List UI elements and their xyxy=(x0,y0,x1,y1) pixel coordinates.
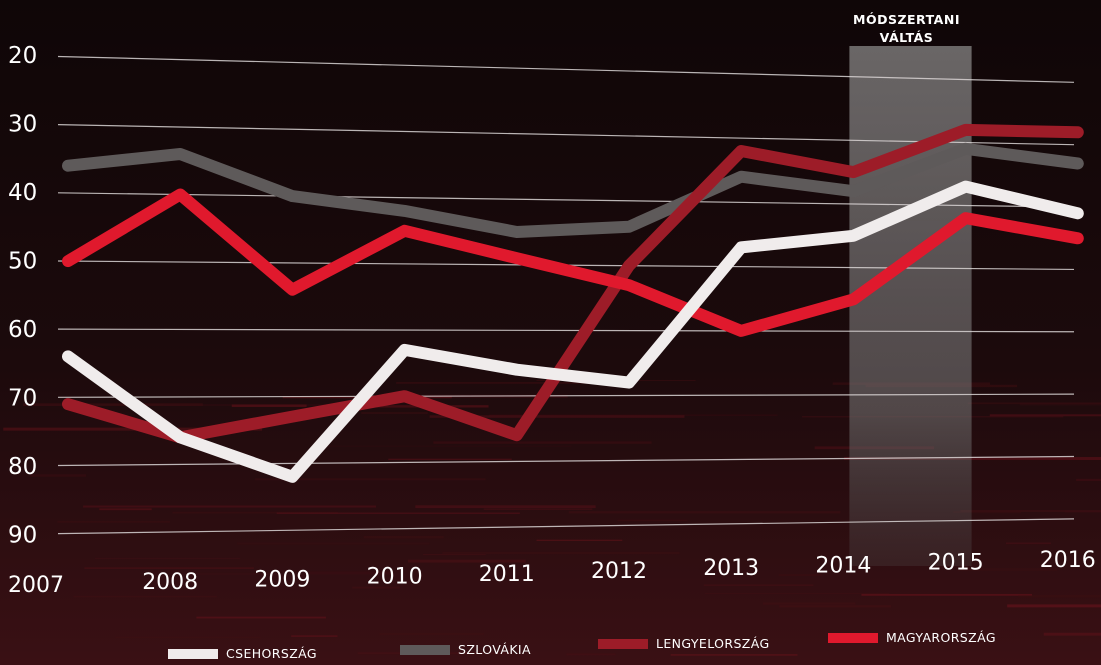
background-streak xyxy=(989,414,1101,417)
x-tick-label: 2008 xyxy=(142,570,198,595)
gridline xyxy=(57,393,1075,398)
background-streak xyxy=(1043,632,1101,636)
background-streak xyxy=(172,511,338,514)
background-streak xyxy=(483,508,593,510)
background-streak xyxy=(95,557,240,560)
background-streak xyxy=(967,402,1101,405)
y-tick-label: 90 xyxy=(8,522,37,548)
gridline xyxy=(57,124,1075,146)
background-streak xyxy=(336,405,489,408)
background-streak xyxy=(1076,478,1101,482)
series-line-3 xyxy=(62,188,1084,337)
gridline xyxy=(57,455,1075,467)
background-streak xyxy=(231,404,307,407)
background-streak xyxy=(442,551,680,555)
background-streak xyxy=(1007,604,1101,608)
background-streak xyxy=(255,478,486,481)
background-streak xyxy=(75,403,164,406)
background-streak xyxy=(960,510,1101,512)
background-streak xyxy=(115,636,261,639)
background-streak xyxy=(1064,510,1101,513)
background-streak xyxy=(489,414,778,416)
background-streak xyxy=(185,572,278,575)
background-streak xyxy=(1017,594,1101,598)
background-streak xyxy=(23,403,203,406)
background-streak xyxy=(352,586,400,589)
y-tick-label: 40 xyxy=(8,180,37,206)
background-streak xyxy=(953,511,1021,514)
annotation-line-2: VÁLTÁS xyxy=(880,30,934,45)
gridline xyxy=(57,192,1075,208)
background-streak xyxy=(99,508,152,511)
background-streak xyxy=(388,458,512,461)
background-streak xyxy=(957,568,1058,571)
background-streak xyxy=(415,505,596,509)
x-tick-label: 2014 xyxy=(815,553,871,578)
background-streak xyxy=(566,653,616,656)
background-streak xyxy=(670,654,798,656)
background-streak xyxy=(73,595,217,598)
background-streak xyxy=(617,519,688,522)
background-streak xyxy=(291,635,338,637)
background-streak xyxy=(844,457,1101,460)
background-streak xyxy=(361,412,428,414)
y-tick-label: 70 xyxy=(8,385,37,411)
annotation-line-1: MÓDSZERTANI xyxy=(853,12,960,27)
background-streak xyxy=(536,539,623,541)
background-streak xyxy=(779,605,892,608)
background-streak xyxy=(179,404,346,406)
background-streak xyxy=(763,602,856,605)
gridline xyxy=(57,328,1075,333)
background-streak xyxy=(704,593,890,595)
y-tick-label: 80 xyxy=(8,454,37,480)
x-tick-label: 2009 xyxy=(254,567,310,592)
background-streak xyxy=(363,535,444,539)
x-tick-label: 2015 xyxy=(928,551,984,576)
x-tick-label: 2007 xyxy=(8,573,64,598)
background-streak xyxy=(703,584,814,587)
background-streak xyxy=(83,505,376,508)
y-tick-label: 20 xyxy=(8,43,37,69)
background-streak xyxy=(1005,542,1051,545)
background-streak xyxy=(379,633,484,635)
background-streak xyxy=(57,520,170,523)
background-streak xyxy=(396,381,589,384)
y-tick-label: 50 xyxy=(8,249,37,275)
x-tick-label: 2012 xyxy=(591,559,647,584)
x-tick-label: 2010 xyxy=(367,565,423,590)
background-streak xyxy=(423,553,486,556)
background-streak xyxy=(276,512,520,515)
background-streak xyxy=(196,616,326,619)
background-streak xyxy=(325,445,572,447)
x-tick-label: 2011 xyxy=(479,562,535,587)
background-streak xyxy=(433,441,652,444)
background-streak xyxy=(408,559,526,563)
x-tick-label: 2016 xyxy=(1040,548,1096,573)
series-line-1 xyxy=(62,142,1084,238)
gridline xyxy=(57,55,1075,83)
background-streak xyxy=(568,511,841,514)
gridline xyxy=(57,518,1075,535)
background-streak xyxy=(1019,402,1101,406)
y-tick-label: 30 xyxy=(8,112,37,138)
methodology-change-band xyxy=(849,46,972,566)
background-streak xyxy=(30,474,87,477)
background-streak xyxy=(84,567,254,569)
y-tick-label: 60 xyxy=(8,317,37,343)
background-streak xyxy=(778,574,823,576)
background-streak xyxy=(237,542,430,545)
x-tick-label: 2013 xyxy=(703,556,759,581)
background-streak xyxy=(309,571,394,575)
background-streak xyxy=(861,593,1033,596)
series-line-0 xyxy=(62,180,1084,483)
series-line-2 xyxy=(62,123,1084,444)
background-streak xyxy=(429,415,685,418)
